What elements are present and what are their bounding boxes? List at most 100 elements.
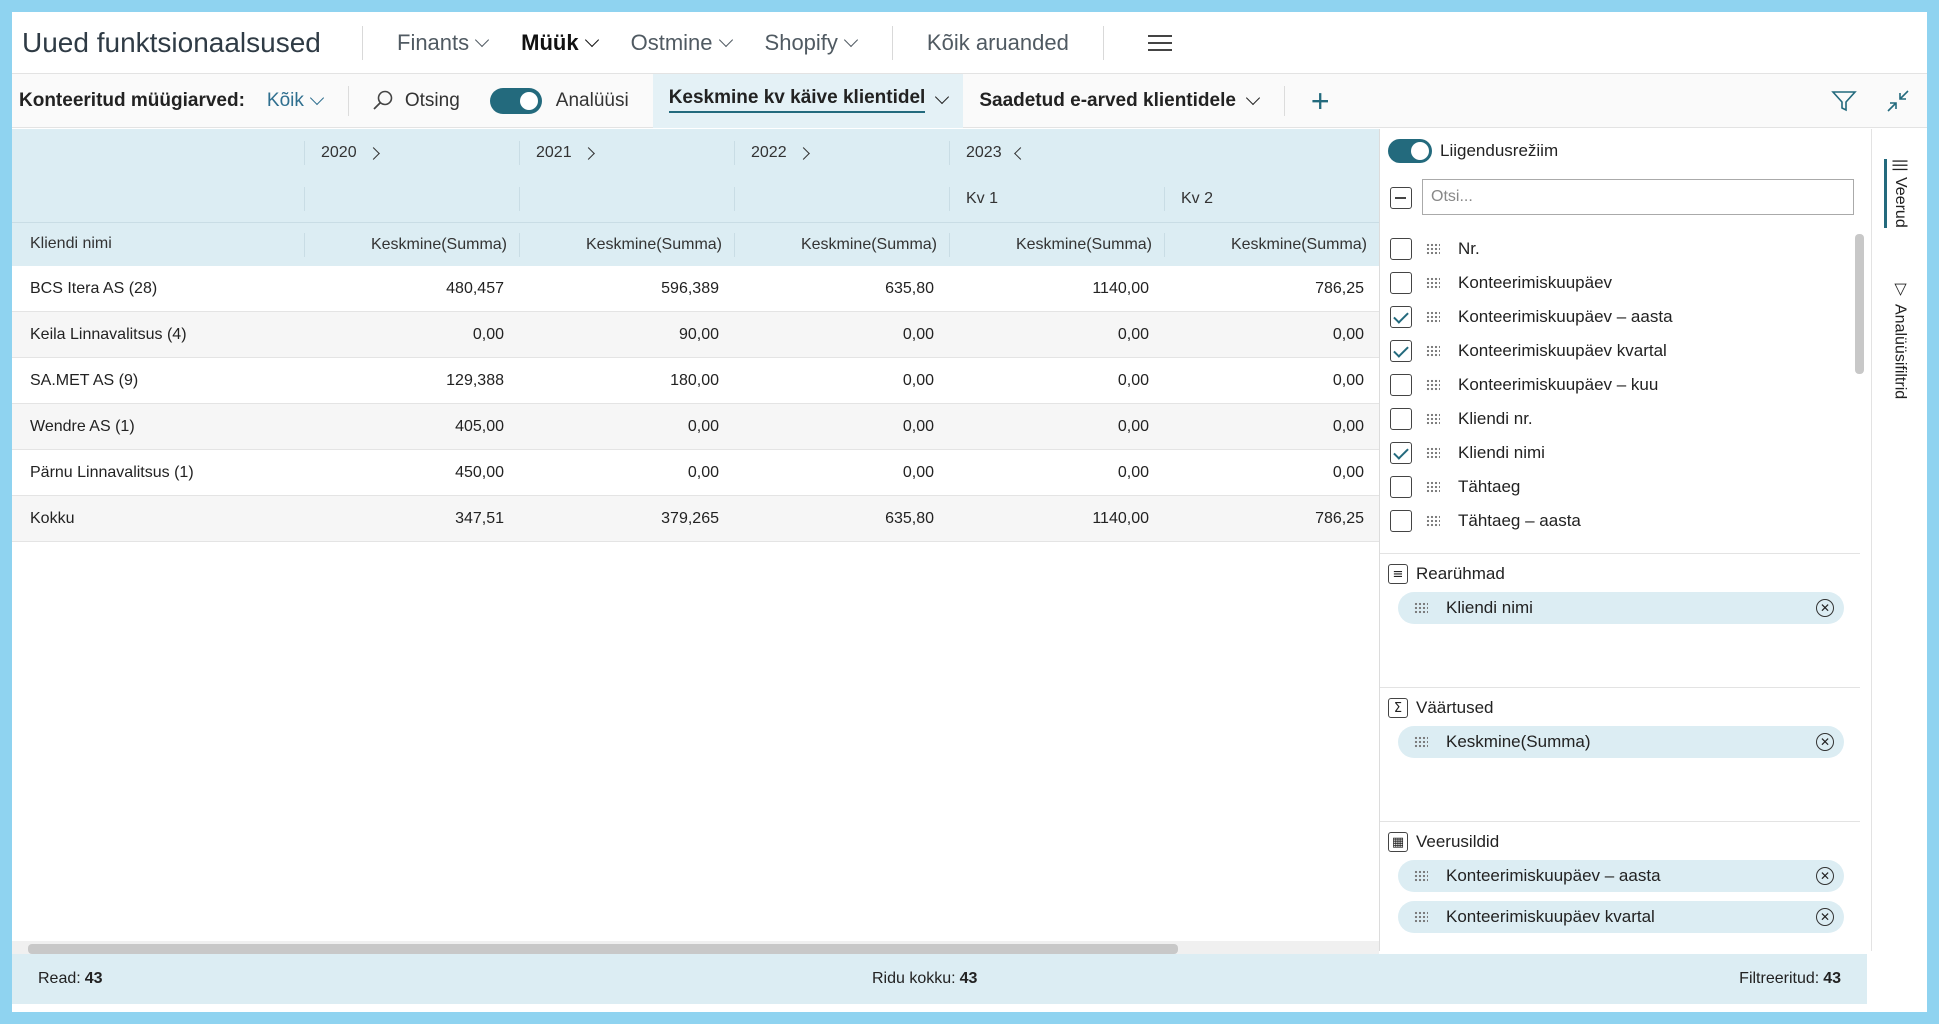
field-item[interactable]: Konteerimiskuupäev – kuu <box>1390 368 1658 402</box>
column-label-chip[interactable]: Konteerimiskuupäev kvartal ✕ <box>1398 901 1844 933</box>
col-header-value[interactable]: Keskmine(Summa) <box>1164 233 1379 257</box>
field-item[interactable]: Konteerimiskuupäev <box>1390 266 1612 300</box>
checkbox[interactable] <box>1390 476 1412 498</box>
tab-sent-einvoices[interactable]: Saadetud e-arved klientidele <box>979 90 1260 112</box>
drag-handle-icon[interactable] <box>1426 345 1440 357</box>
col-header-value[interactable]: Keskmine(Summa) <box>734 233 949 257</box>
pivot-mode-toggle[interactable]: Liigendusrežiim <box>1388 139 1558 163</box>
tab-average-quarterly-turnover[interactable]: Keskmine kv käive klientidel <box>652 73 964 128</box>
field-item[interactable]: Konteerimiskuupäev – aasta <box>1390 300 1673 334</box>
checkbox[interactable] <box>1390 408 1412 430</box>
year-label: 2020 <box>321 144 357 161</box>
checkbox[interactable] <box>1390 306 1412 328</box>
label: Ridu kokku: <box>872 970 956 987</box>
remove-icon[interactable]: ✕ <box>1816 908 1834 926</box>
col-header-value[interactable]: Keskmine(Summa) <box>949 233 1164 257</box>
cell-value: 596,389 <box>661 280 719 297</box>
table-row[interactable]: Pärnu Linnavalitsus (1) 450,00 0,00 0,00… <box>12 450 1379 496</box>
nav-all-reports[interactable]: Kõik aruanded <box>926 29 1069 55</box>
checkbox[interactable] <box>1390 374 1412 396</box>
tab-analysis-filters[interactable]: ▽ Analüüsifiltrid <box>1890 279 1909 399</box>
cell-value: 405,00 <box>455 418 504 435</box>
nav-muuk[interactable]: Müük <box>521 30 599 56</box>
horizontal-scrollbar[interactable] <box>12 941 1379 955</box>
action-bar: Konteeritud müügiarved: Kõik Otsing Anal… <box>12 73 1927 128</box>
checkbox[interactable] <box>1390 442 1412 464</box>
select-all-checkbox[interactable] <box>1390 187 1412 209</box>
field-item[interactable]: Kliendi nimi <box>1390 436 1545 470</box>
field-item[interactable]: Nr. <box>1390 232 1480 266</box>
checkbox[interactable] <box>1390 510 1412 532</box>
drag-handle-icon[interactable] <box>1414 870 1428 882</box>
add-tab-icon[interactable]: + <box>1310 82 1330 119</box>
scrollbar-thumb[interactable] <box>28 944 1178 954</box>
nav-ostmine[interactable]: Ostmine <box>631 30 733 56</box>
chip-label: Konteerimiskuupäev – aasta <box>1446 866 1661 885</box>
drag-handle-icon[interactable] <box>1414 911 1428 923</box>
field-item[interactable]: Tähtaeg <box>1390 470 1520 504</box>
drag-handle-icon[interactable] <box>1426 243 1440 255</box>
field-item[interactable]: Tähtaeg – aasta <box>1390 504 1581 538</box>
chevron-right-icon <box>366 146 380 160</box>
remove-icon[interactable]: ✕ <box>1816 599 1834 617</box>
col-header-value[interactable]: Keskmine(Summa) <box>519 233 734 257</box>
spacer <box>734 187 735 211</box>
value: 43 <box>959 970 978 987</box>
filter-dropdown[interactable]: Kõik <box>267 90 324 112</box>
tab-columns[interactable]: ||| Veerud <box>1884 159 1909 229</box>
drag-handle-icon[interactable] <box>1414 736 1428 748</box>
year-2022-header[interactable]: 2022 <box>734 141 810 165</box>
collapse-icon[interactable] <box>1885 88 1911 114</box>
cell-value: 0,00 <box>1117 372 1149 389</box>
remove-icon[interactable]: ✕ <box>1816 867 1834 885</box>
chip-label: Kliendi nimi <box>1446 598 1533 617</box>
col-header-value[interactable]: Keskmine(Summa) <box>304 233 519 257</box>
checkbox[interactable] <box>1390 340 1412 362</box>
value-chip[interactable]: Keskmine(Summa) ✕ <box>1398 726 1844 758</box>
col-header-customer-name[interactable]: Kliendi nimi <box>30 235 112 252</box>
drag-handle-icon[interactable] <box>1414 602 1428 614</box>
checkbox[interactable] <box>1390 272 1412 294</box>
quarter-2-header: Kv 2 <box>1164 187 1213 211</box>
row-group-chip[interactable]: Kliendi nimi ✕ <box>1398 592 1844 624</box>
scrollbar-thumb[interactable] <box>1855 234 1864 374</box>
cell-value: 0,00 <box>472 326 504 343</box>
row-groups-icon: ≡ <box>1388 564 1408 584</box>
cell-customer: Kokku <box>30 510 75 527</box>
drag-handle-icon[interactable] <box>1426 481 1440 493</box>
cell-value: 0,00 <box>1332 372 1364 389</box>
field-search-input[interactable]: Otsi... <box>1422 179 1854 215</box>
remove-icon[interactable]: ✕ <box>1816 733 1834 751</box>
drag-handle-icon[interactable] <box>1426 413 1440 425</box>
vertical-scrollbar[interactable] <box>1852 224 1866 544</box>
table-row[interactable]: BCS Itera AS (28) 480,457 596,389 635,80… <box>12 266 1379 312</box>
menu-icon[interactable] <box>1147 34 1172 51</box>
table-row[interactable]: Wendre AS (1) 405,00 0,00 0,00 0,00 0,00 <box>12 404 1379 450</box>
year-2020-header[interactable]: 2020 <box>304 141 380 165</box>
drag-handle-icon[interactable] <box>1426 515 1440 527</box>
toggle-switch[interactable] <box>489 87 542 114</box>
table-row[interactable]: SA.MET AS (9) 129,388 180,00 0,00 0,00 0… <box>12 358 1379 404</box>
drag-handle-icon[interactable] <box>1426 311 1440 323</box>
year-2021-header[interactable]: 2021 <box>519 141 595 165</box>
search-button[interactable]: Otsing <box>371 89 460 113</box>
section-label: Veerusildid <box>1416 832 1500 851</box>
field-label: Konteerimiskuupäev – aasta <box>1458 307 1673 326</box>
filter-icon[interactable] <box>1831 89 1857 113</box>
field-item[interactable]: Kliendi nr. <box>1390 402 1533 436</box>
nav-finants[interactable]: Finants <box>397 30 490 56</box>
drag-handle-icon[interactable] <box>1426 447 1440 459</box>
drag-handle-icon[interactable] <box>1426 379 1440 391</box>
column-label-chip[interactable]: Konteerimiskuupäev – aasta ✕ <box>1398 860 1844 892</box>
year-2023-header[interactable]: 2023 <box>949 141 1027 165</box>
drag-handle-icon[interactable] <box>1426 277 1440 289</box>
analyze-toggle[interactable]: Analüüsi <box>489 87 629 114</box>
nav-shopify[interactable]: Shopify <box>765 30 858 56</box>
checkbox[interactable] <box>1390 238 1412 260</box>
toggle-switch[interactable] <box>1388 139 1432 163</box>
columns-icon: ||| <box>1892 159 1909 172</box>
section-label: Väärtused <box>1416 698 1494 717</box>
field-item[interactable]: Konteerimiskuupäev kvartal <box>1390 334 1667 368</box>
table-row-total[interactable]: Kokku 347,51 379,265 635,80 1140,00 786,… <box>12 496 1379 542</box>
table-row[interactable]: Keila Linnavalitsus (4) 0,00 90,00 0,00 … <box>12 312 1379 358</box>
